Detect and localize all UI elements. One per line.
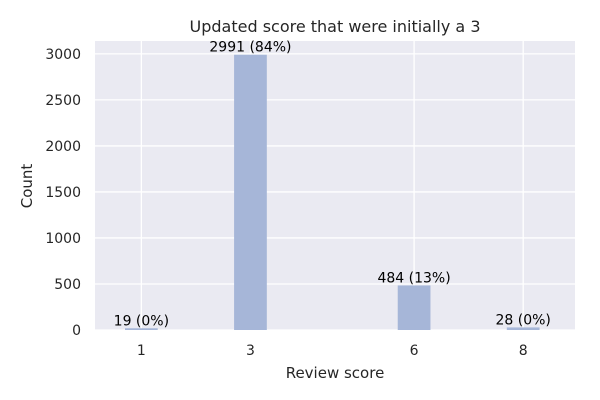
y-tick-label: 3000 (45, 47, 81, 63)
y-tick-label: 1000 (45, 231, 81, 247)
y-tick-label: 1500 (45, 185, 81, 201)
x-axis-label: Review score (286, 364, 385, 382)
x-tick-labels: 1 3 6 8 (137, 343, 528, 359)
bar-data-label: 28 (0%) (495, 312, 550, 328)
bars (125, 54, 540, 331)
bar-data-label: 2991 (84%) (209, 40, 291, 56)
y-tick-label: 500 (54, 277, 81, 293)
bar (506, 327, 540, 330)
bar-labels: 19 (0%) 2991 (84%) 484 (13%) 28 (0%) (114, 40, 551, 330)
bar (125, 328, 158, 330)
bar-data-label: 484 (13%) (377, 270, 450, 286)
y-tick-label: 2000 (45, 139, 81, 155)
chart-title: Updated score that were initially a 3 (190, 17, 481, 36)
bar (397, 285, 431, 330)
plot-background (95, 41, 575, 330)
x-tick-label: 8 (519, 343, 528, 359)
x-tick-label: 1 (137, 343, 146, 359)
y-axis-label: Count (18, 164, 36, 209)
y-gridlines (95, 53, 575, 331)
bar (234, 54, 267, 331)
y-tick-label: 2500 (45, 93, 81, 109)
bar-data-label: 19 (0%) (114, 313, 169, 329)
x-tick-label: 3 (246, 343, 255, 359)
x-tick-label: 6 (410, 343, 419, 359)
y-tick-label: 0 (72, 323, 81, 339)
y-tick-labels: 0 500 1000 1500 2000 2500 3000 (45, 47, 81, 339)
